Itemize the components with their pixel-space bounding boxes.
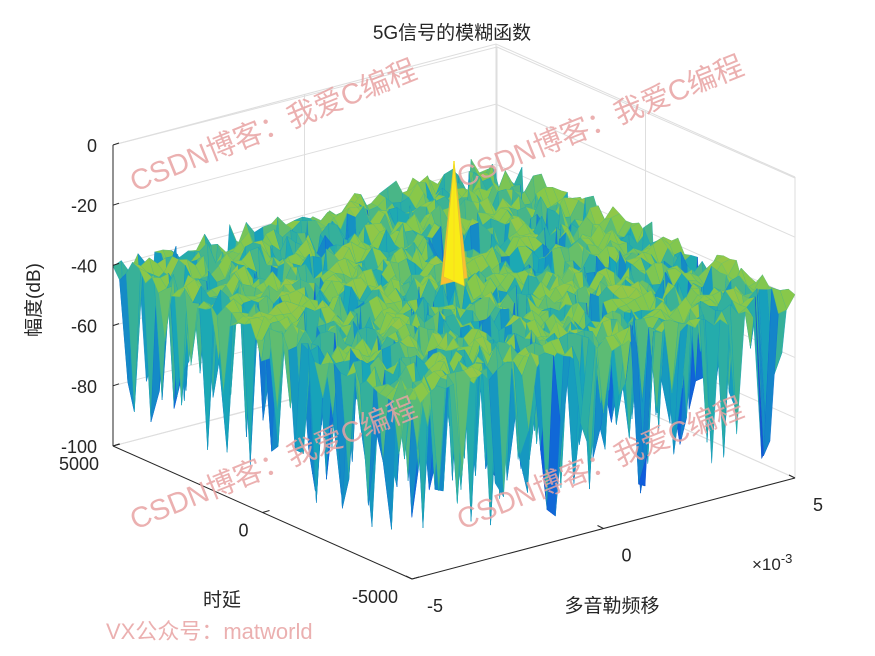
footer-watermark: VX公众号：matworld <box>106 619 313 644</box>
z-tick <box>112 262 120 266</box>
watermark-text: CSDN博客：我爱C编程 <box>125 53 421 198</box>
z-axis-label: 幅度(dB) <box>23 263 45 337</box>
x-tick-label: 5 <box>813 495 823 515</box>
y-tick-label: -5000 <box>352 587 398 607</box>
y-tick <box>411 576 420 580</box>
surface-mesh <box>112 158 796 530</box>
x-tick <box>405 575 413 580</box>
x-exponent-base: ×10 <box>752 555 781 574</box>
z-tick-label: -100 <box>61 437 97 457</box>
x-tick-label: 0 <box>621 546 631 566</box>
surface-facet <box>779 288 796 311</box>
y-tick <box>112 443 121 447</box>
z-tick-label: -80 <box>71 377 97 397</box>
z-tick-label: -20 <box>71 196 97 216</box>
x-tick <box>597 525 604 529</box>
x-tick-label: -5 <box>427 596 443 616</box>
y-axis-label: 时延 <box>203 589 241 611</box>
x-axis-label: 多音勒频移 <box>564 595 659 617</box>
z-tick <box>112 202 120 206</box>
z-tick <box>112 323 120 327</box>
z-tick-label: 0 <box>87 136 97 156</box>
z-tick-label: -40 <box>71 256 97 276</box>
x-exponent-label: ×10-3 <box>752 551 792 574</box>
z-tick <box>112 142 120 146</box>
z-tick <box>112 383 120 387</box>
x-tick <box>788 474 796 479</box>
z-tick-label: -60 <box>71 317 97 337</box>
chart-title: 5G信号的模糊函数 <box>373 22 531 44</box>
y-tick-label: 5000 <box>59 454 99 474</box>
x-exponent-power: -3 <box>781 551 793 566</box>
main-lobe-peak <box>440 160 468 287</box>
y-tick-label: 0 <box>238 521 248 541</box>
y-tick <box>262 510 270 513</box>
